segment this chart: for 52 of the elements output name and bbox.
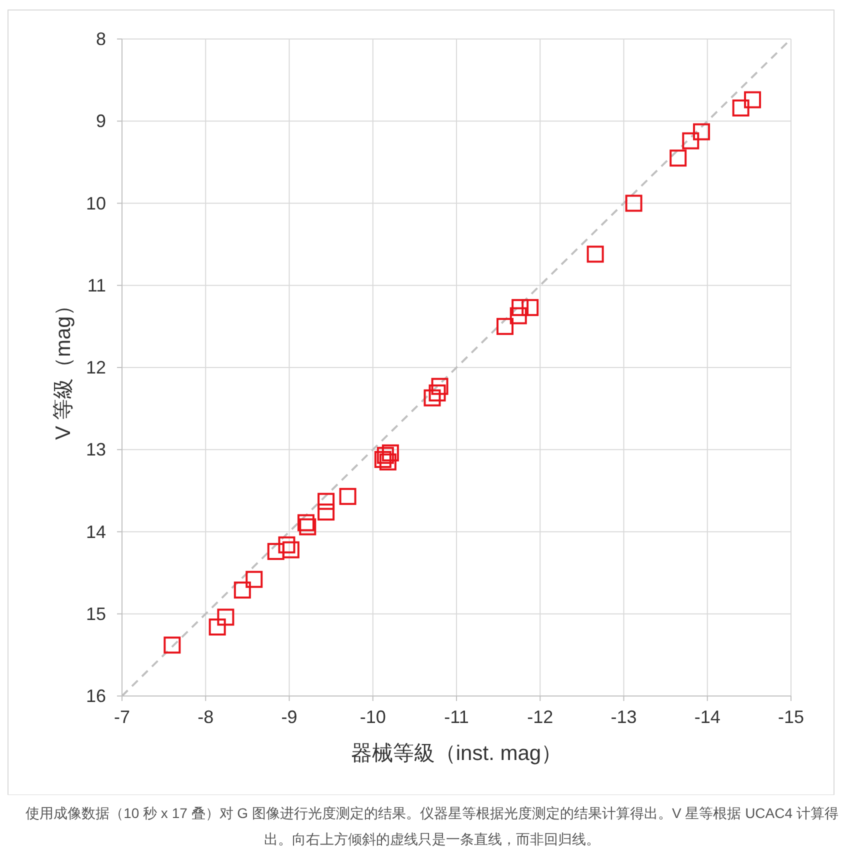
point — [376, 446, 394, 464]
point — [693, 123, 710, 140]
point — [164, 636, 181, 654]
point — [217, 608, 234, 626]
point — [431, 378, 448, 395]
y-tick-label: 15 — [86, 604, 106, 624]
point — [744, 91, 762, 108]
point — [234, 582, 251, 599]
y-tick-label: 14 — [86, 522, 106, 542]
point — [246, 570, 263, 588]
point — [682, 132, 700, 150]
point — [379, 453, 396, 470]
point — [339, 488, 356, 505]
x-axis-title: 器械等級（inst. mag） — [350, 742, 562, 765]
y-axis-title: V 等級（mag） — [52, 295, 75, 440]
y-tick-label: 8 — [96, 29, 106, 49]
x-tick-label: -11 — [444, 707, 469, 727]
x-tick-label: -7 — [114, 707, 130, 727]
y-tick-label: 12 — [86, 358, 106, 378]
point — [670, 150, 687, 167]
x-tick-label: -14 — [694, 707, 720, 727]
y-tick-label: 16 — [86, 686, 106, 706]
point — [374, 450, 392, 468]
point — [424, 389, 441, 406]
text: 使用成像数据（10 秒 x 17 叠）对 G 图像进行光度测定的结果。仪器星等根据光度测定的结果计算得出。V 星等根据 UCAC4 计算得出。向右上方倾斜的虚线只是一条直线，而非回归线。 — [24, 804, 840, 849]
y-tick-label: 13 — [86, 440, 106, 460]
x-tick-label: -10 — [360, 707, 386, 727]
point — [732, 99, 750, 116]
point — [510, 307, 527, 324]
x-tick-label: -15 — [778, 707, 804, 727]
x-tick-label: -12 — [527, 707, 554, 727]
point — [428, 384, 446, 402]
point — [625, 194, 642, 212]
point — [522, 299, 539, 316]
y-tick-label: 9 — [96, 111, 106, 132]
x-tick-label: -13 — [610, 707, 637, 727]
point — [208, 618, 226, 636]
point — [267, 542, 284, 560]
point — [318, 504, 335, 521]
x-tick-label: -9 — [281, 707, 298, 727]
point — [278, 536, 296, 554]
point — [382, 444, 399, 462]
point — [586, 246, 604, 263]
point — [318, 492, 335, 510]
point — [512, 299, 529, 316]
x-tick-label: -8 — [198, 707, 214, 727]
y-tick-label: 10 — [86, 193, 106, 214]
point — [297, 514, 314, 532]
point — [496, 318, 514, 335]
point — [282, 541, 300, 558]
point — [299, 518, 316, 536]
y-tick-label: 11 — [87, 275, 106, 296]
